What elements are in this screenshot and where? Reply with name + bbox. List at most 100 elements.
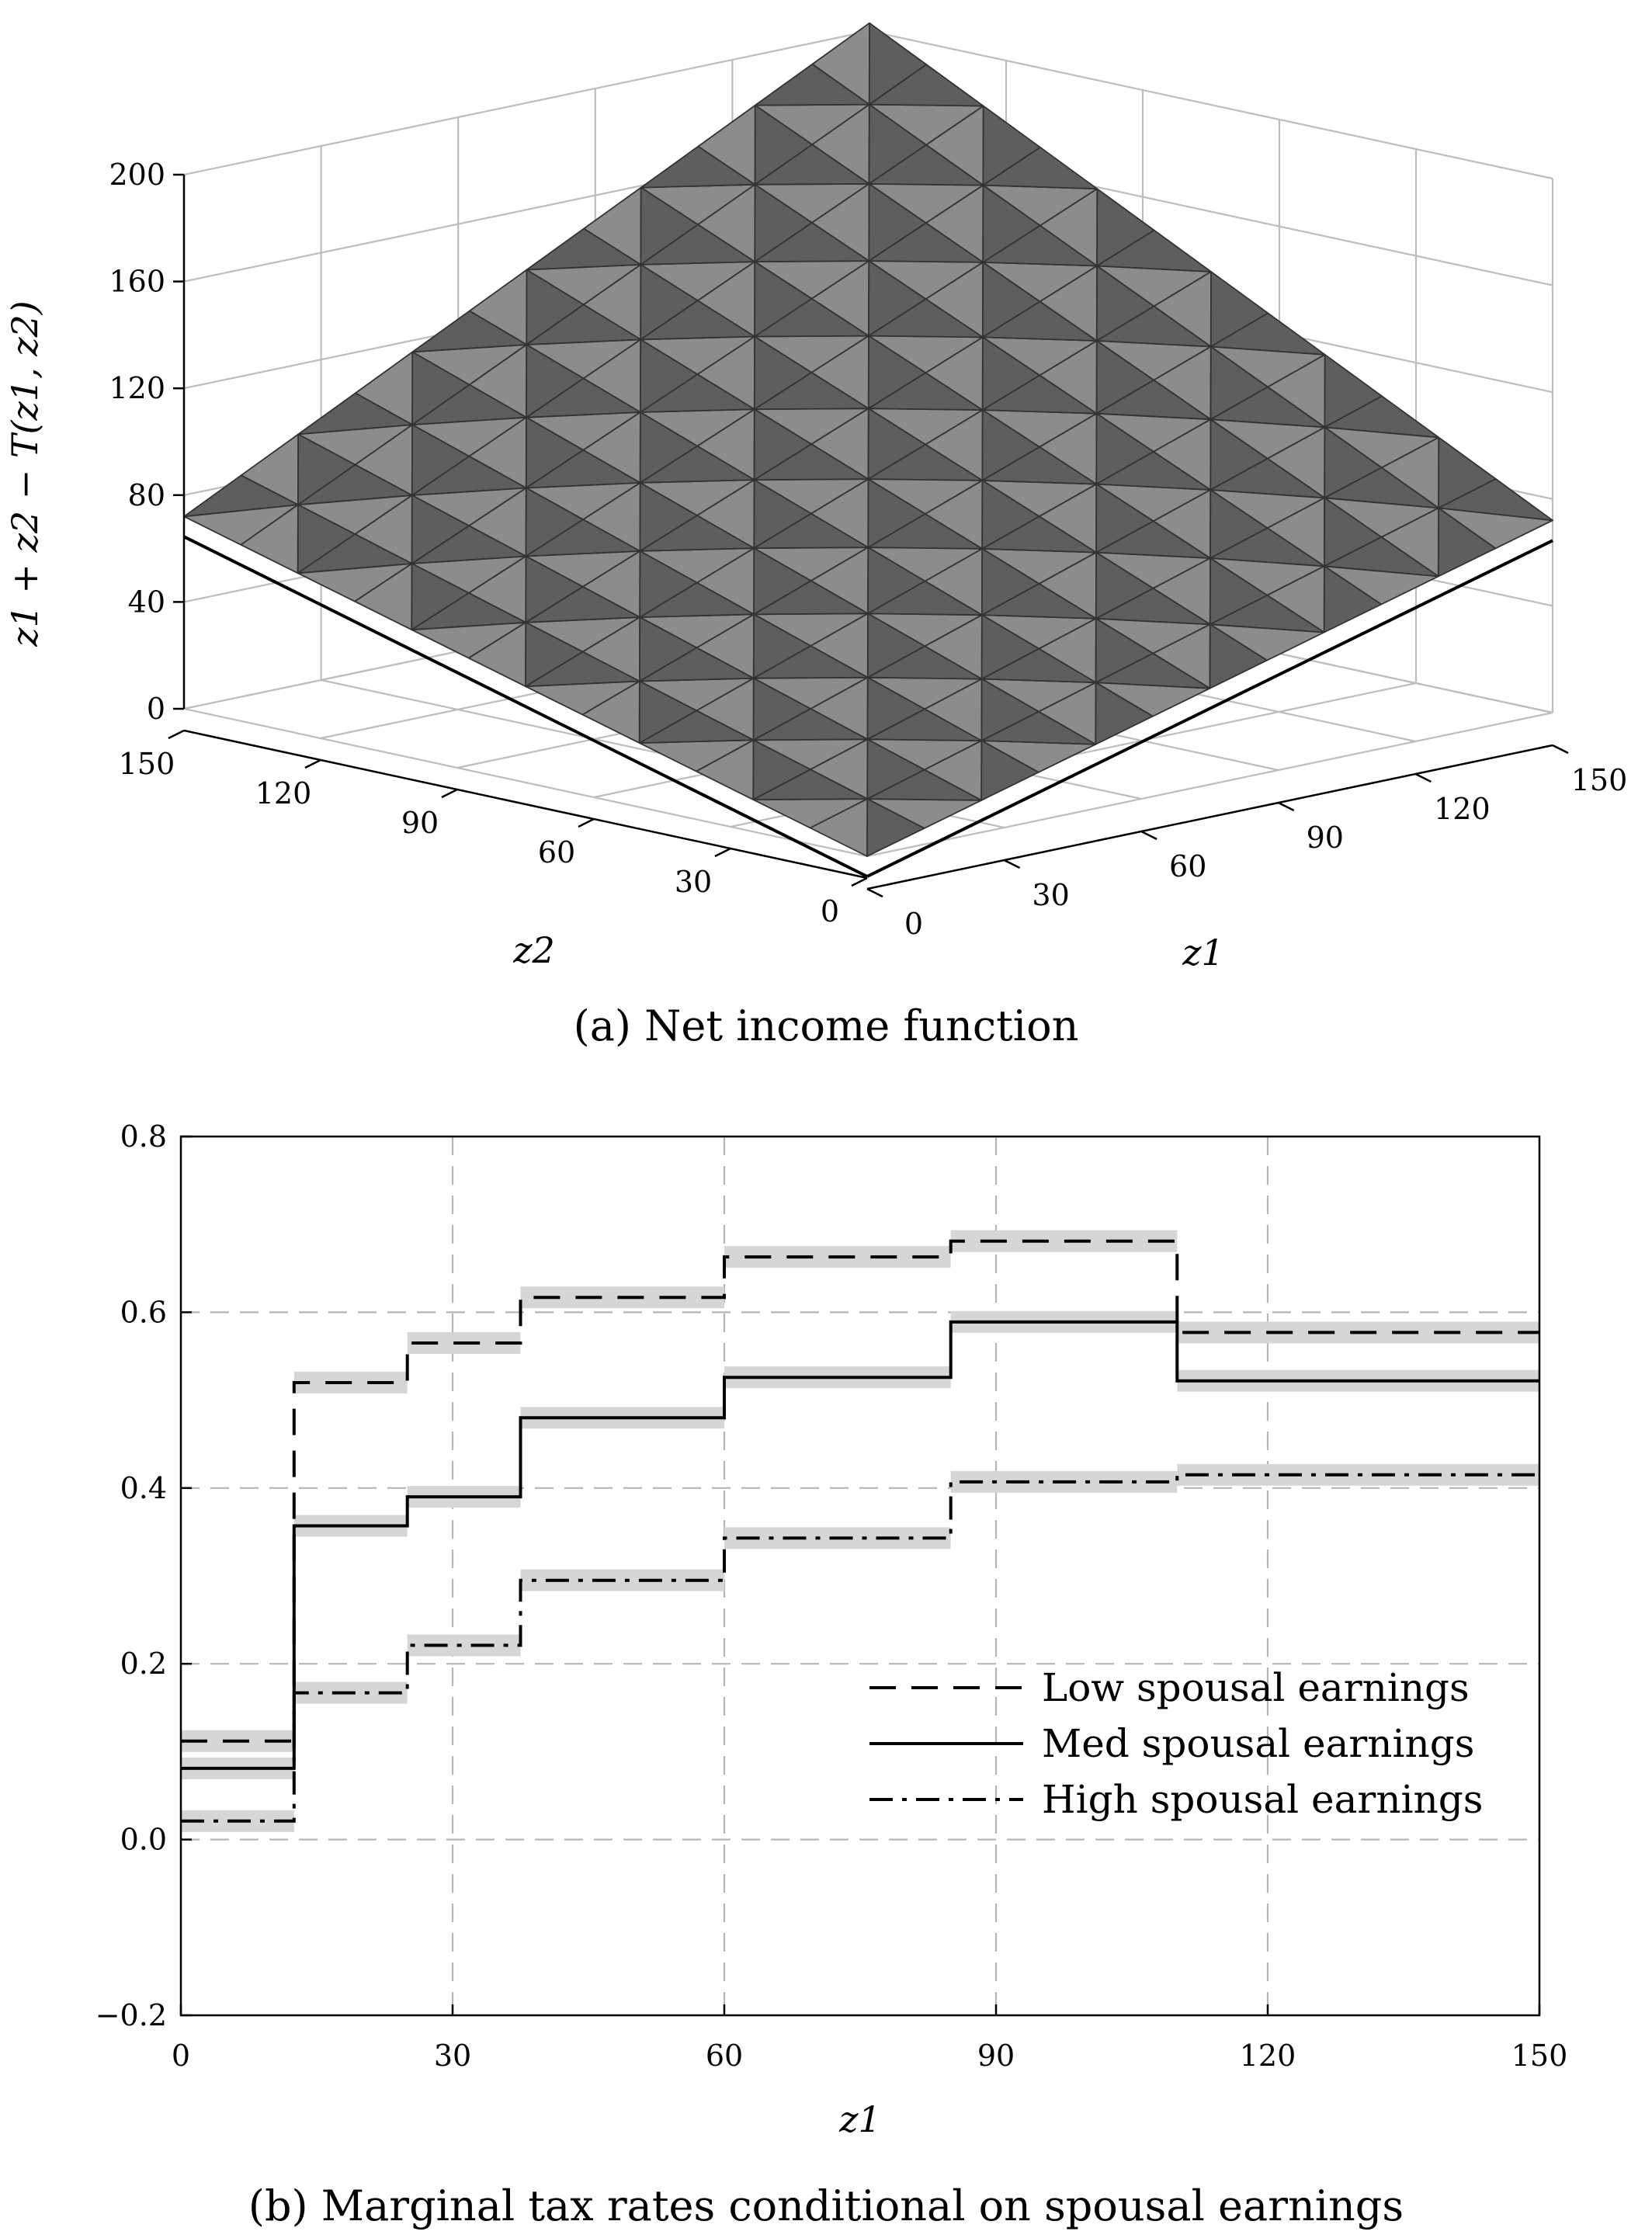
surface-facet xyxy=(640,224,756,265)
surface-facet xyxy=(752,769,869,800)
surface-facet xyxy=(753,443,869,481)
surface-facet xyxy=(1209,623,1268,689)
z2-axis-tick-label: 150 xyxy=(119,747,175,781)
floor-gridline xyxy=(183,707,868,858)
surface-edge-line-z2 xyxy=(183,535,868,878)
surface-facet xyxy=(753,580,869,616)
x-axis-tick-label: 60 xyxy=(706,2039,743,2073)
surface-facet xyxy=(183,474,299,518)
surface-facet xyxy=(754,144,870,186)
surface-facet xyxy=(752,645,869,679)
surface-facet xyxy=(639,445,755,484)
surface-facet xyxy=(981,374,1098,415)
surface-facet xyxy=(1324,536,1439,578)
surface-facet xyxy=(1095,588,1211,626)
surface-facet xyxy=(297,392,413,436)
z2-axis-tick xyxy=(304,758,321,769)
z1-axis-label: z1 xyxy=(1182,932,1224,973)
surface-facet xyxy=(867,372,984,411)
z1-axis-tick-label: 30 xyxy=(1032,878,1069,912)
panel-a-caption: (a) Net income function xyxy=(574,1001,1079,1050)
z2-axis-tick xyxy=(168,729,185,740)
surface-facet xyxy=(866,708,983,741)
legend-label: High spousal earnings xyxy=(1042,1777,1483,1822)
z-axis-tick-label: 40 xyxy=(128,585,165,619)
z1-axis-tick-label: 0 xyxy=(904,907,923,941)
z-axis-label: z1 + z2 − T(z1, z2) xyxy=(4,300,46,647)
z1-axis-tick-label: 90 xyxy=(1307,821,1344,855)
surface-facet xyxy=(867,580,983,616)
x-axis-label: z1 xyxy=(838,2098,881,2140)
x-axis-tick-label: 30 xyxy=(434,2039,471,2073)
y-axis-tick-label: 0.4 xyxy=(120,1471,167,1505)
z2-axis-tick xyxy=(578,817,595,828)
z1-axis-tick xyxy=(1004,859,1021,869)
surface-facet xyxy=(1095,305,1212,348)
surface-facet xyxy=(1096,229,1212,272)
z-axis-tick-label: 160 xyxy=(109,265,165,299)
surface-facet xyxy=(866,645,983,680)
surface-facet xyxy=(1323,565,1383,633)
z-axis-tick-label: 0 xyxy=(147,692,165,726)
surface-facet xyxy=(411,592,527,631)
surface-facet xyxy=(1438,478,1553,522)
surface-facet xyxy=(297,533,413,574)
surface-facet xyxy=(525,449,641,489)
z2-axis-line xyxy=(183,729,868,880)
panel-b-step-plot: 0 30 60 90 120 150 −0.2 0.0 0.2 0.4 0.6 0.8 z1 Low sp… xyxy=(95,1119,1568,2140)
surface-facet xyxy=(868,298,984,338)
surface-facet xyxy=(982,300,1098,342)
z1-axis-tick-label: 120 xyxy=(1434,792,1491,826)
z2-axis-tick xyxy=(851,876,868,887)
x-axis-tick-label: 90 xyxy=(977,2039,1015,2073)
surface-facet xyxy=(982,224,1098,267)
surface-facet xyxy=(526,227,642,271)
surface-edge-line-z1 xyxy=(866,539,1553,878)
surface-facet xyxy=(752,708,869,741)
surface-facet xyxy=(1437,507,1497,578)
x-axis-tick-label: 150 xyxy=(1511,2039,1568,2073)
z-axis-tick-label: 120 xyxy=(109,371,165,405)
surface-facet xyxy=(1095,682,1154,745)
surface-facet xyxy=(754,221,870,263)
panel-a-surface-plot: 0 40 80 120 160 200 z1 + z2 − T(z1, z2) 0 30 60 90… xyxy=(4,22,1627,973)
surface-facet xyxy=(1095,379,1212,421)
panel-b-caption: (b) Marginal tax rates conditional on sp… xyxy=(248,2181,1404,2230)
z1-axis-tick xyxy=(1552,744,1569,755)
surface-facet xyxy=(981,446,1098,485)
floor-gridline xyxy=(866,711,1553,858)
surface-facet xyxy=(868,144,984,186)
plot-frame xyxy=(179,1135,1541,2017)
surface-facet xyxy=(981,583,1097,619)
surface-facet xyxy=(638,710,755,744)
surface-facet xyxy=(1210,457,1326,499)
surface-facet xyxy=(639,515,755,552)
y-axis-tick-label: 0.8 xyxy=(120,1119,167,1154)
surface-facet xyxy=(1210,386,1326,429)
series-line-dashed xyxy=(181,1239,1539,1743)
surface-facet xyxy=(868,64,984,107)
z2-axis-tick-label: 60 xyxy=(538,835,575,869)
surface-facet xyxy=(754,297,869,338)
surface-facet xyxy=(1210,527,1325,567)
z2-axis-tick-label: 0 xyxy=(821,894,839,928)
surface-facet xyxy=(297,463,413,506)
surface-facet xyxy=(1210,312,1326,356)
surface-facet xyxy=(526,304,642,345)
surface-facet xyxy=(526,377,641,418)
surface-facet xyxy=(639,647,755,682)
surface-facet xyxy=(1209,594,1325,633)
surface-facet xyxy=(866,769,983,801)
surface-facet xyxy=(866,798,925,857)
z-axis-tick-label: 80 xyxy=(128,478,165,512)
surface-facet xyxy=(639,581,755,618)
z1-axis-tick-label: 60 xyxy=(1169,849,1206,883)
surface-facet xyxy=(753,371,869,411)
surface-facet xyxy=(980,740,1039,801)
surface-facet xyxy=(525,585,641,623)
surface-facet xyxy=(640,145,756,189)
surface-facet xyxy=(1324,395,1440,439)
legend-label: Med spousal earnings xyxy=(1042,1721,1474,1766)
z2-axis-tick xyxy=(441,788,458,799)
z-axis-tick-label: 200 xyxy=(109,158,165,192)
